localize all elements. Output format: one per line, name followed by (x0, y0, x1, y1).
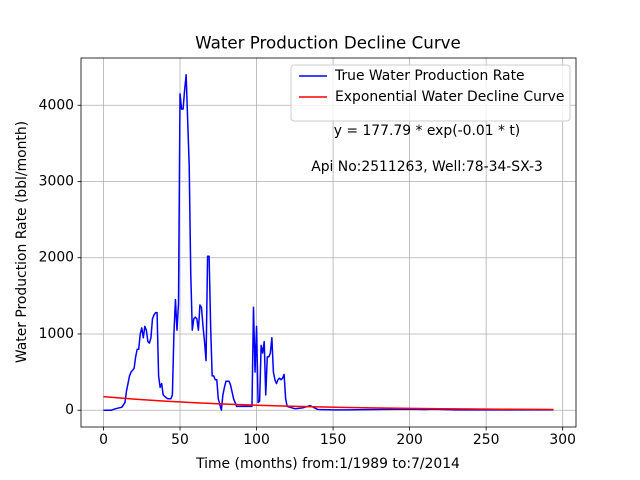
legend-label: Exponential Water Decline Curve (335, 89, 564, 105)
plot-area: 0 50 100 150 200 250 30001000200030004000True … (39, 57, 577, 448)
legend-box (290, 64, 571, 122)
y-tick-label: 4000 (39, 97, 74, 113)
x-tick-label: 200 (396, 432, 423, 448)
data-line (103, 395, 554, 411)
data-line (103, 74, 554, 411)
axes-frame (80, 57, 577, 428)
x-tick-label: 50 (171, 432, 189, 448)
x-tick-label: 0 (99, 432, 108, 448)
y-tick-label: 0 (65, 402, 74, 418)
y-tick-label: 2000 (39, 250, 74, 266)
x-tick-label: 250 (473, 432, 500, 448)
x-tick-label: 100 (243, 432, 270, 448)
annotation: y = 177.79 * exp(-0.01 * t) (334, 123, 520, 139)
y-tick-label: 3000 (39, 174, 74, 190)
y-tick-label: 1000 (39, 326, 74, 342)
x-tick-label: 300 (549, 432, 576, 448)
x-axis-label: Time (months) from:1/1989 to:7/2014 (195, 456, 460, 472)
chart-title: Water Production Decline Curve (195, 33, 461, 53)
y-axis-label: Water Production Rate (bbl/month) (14, 121, 30, 363)
annotation: Api No:2511263, Well:78-34-SX-3 (311, 159, 543, 175)
x-tick-label: 150 (320, 432, 347, 448)
legend-label: True Water Production Rate (334, 68, 525, 84)
